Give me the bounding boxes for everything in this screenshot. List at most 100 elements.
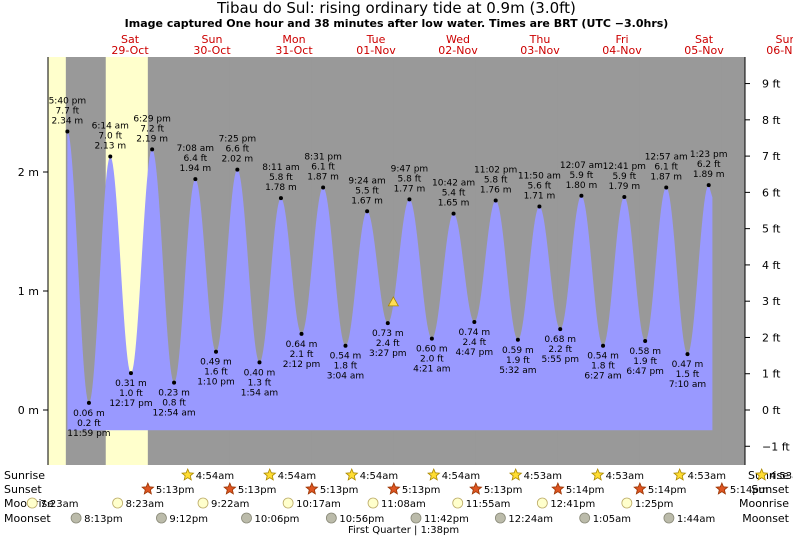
sunset-icon <box>633 481 647 495</box>
moonset-time: 1:44am <box>677 514 715 525</box>
moonrise-time: 11:55am <box>466 499 511 510</box>
sunrise-icon <box>508 467 523 481</box>
tide-time-label: 12:17 pm <box>109 399 152 409</box>
tide-curve <box>67 131 713 431</box>
tide-m-label: 0.23 m <box>158 389 190 399</box>
tide-point <box>429 336 434 341</box>
y-tick-label-ft: 8 ft <box>762 114 781 127</box>
tide-m-label: 1.71 m <box>524 192 556 202</box>
tide-ft-label: 6.1 ft <box>311 162 335 172</box>
tide-time-label: 12:57 am <box>645 152 688 162</box>
day-labels: Sat29-OctSun30-OctMon31-OctTue01-NovWed0… <box>111 33 793 57</box>
tide-point <box>579 193 584 198</box>
tide-ft-label: 5.8 ft <box>398 174 422 184</box>
tide-time-label: 7:08 am <box>177 144 214 154</box>
tide-m-label: 1.67 m <box>351 196 383 206</box>
moonrise-time: 1:25pm <box>635 499 674 510</box>
sunrise-icon <box>181 467 195 481</box>
sunrise-time: 4:54am <box>196 471 234 482</box>
tide-ft-label: 6.6 ft <box>225 145 249 155</box>
tide-time-label: 10:42 am <box>432 179 475 189</box>
tide-time-label: 6:27 am <box>584 372 621 382</box>
sunrise-icon <box>427 467 441 481</box>
tide-time-label: 4:47 pm <box>456 348 494 358</box>
day-of-week: Sun <box>202 33 223 46</box>
tide-m-label: 1.87 m <box>650 172 682 182</box>
sunrise-time: 4:53am <box>606 471 644 482</box>
tide-ft-label: 1.3 ft <box>248 378 272 388</box>
tide-m-label: 2.34 m <box>52 117 84 127</box>
axes: 0 m 1 m 2 m −1 ft 0 ft 1 ft 2 ft 3 ft 4 ft 5 ft 6 … <box>18 57 790 465</box>
tide-ft-label: 2.4 ft <box>462 338 486 348</box>
tide-time-label: 5:55 pm <box>541 355 579 365</box>
tide-m-label: 1.76 m <box>480 186 512 196</box>
tide-ft-label: 1.9 ft <box>633 357 657 367</box>
moonrise-icon <box>367 497 379 509</box>
moonset-icon <box>325 512 337 524</box>
sunrise-icon <box>754 467 769 481</box>
sunset-time: 5:13pm <box>320 485 359 496</box>
sunrise-row-label-left: Sunrise <box>4 469 45 482</box>
sunset-time: 5:14pm <box>648 485 687 496</box>
tide-time-label: 2:12 pm <box>283 360 321 370</box>
sunset-time: 5:13pm <box>156 485 195 496</box>
moonset-time: 9:12pm <box>169 514 208 525</box>
moonrise-time: 12:41pm <box>550 499 595 510</box>
tide-ft-label: 5.4 ft <box>442 189 466 199</box>
day-of-week: Tue <box>366 33 386 46</box>
tide-time-label: 12:54 am <box>153 409 196 419</box>
y-tick-label-ft: −1 ft <box>762 440 790 453</box>
tide-m-label: 0.68 m <box>544 335 576 345</box>
y-tick-label-ft: 3 ft <box>762 295 781 308</box>
tide-ft-label: 1.9 ft <box>506 356 530 366</box>
moon-phase-label: First Quarter | 1:38pm <box>348 525 459 536</box>
tide-time-label: 1:23 pm <box>690 150 728 160</box>
tide-point <box>172 380 177 385</box>
day-of-week: Mon <box>282 33 305 46</box>
moonrise-row-label-right: Moonrise <box>739 497 789 510</box>
current-tide-marker <box>387 296 400 307</box>
tide-point <box>493 198 498 203</box>
tide-point <box>108 154 113 159</box>
day-of-week: Sat <box>695 33 714 46</box>
sunset-row-label-right: Sunset <box>751 483 789 496</box>
tide-m-label: 2.13 m <box>94 142 126 152</box>
tide-point <box>515 337 520 342</box>
tide-time-label: 7:10 am <box>669 380 706 390</box>
moonrise-icon <box>282 497 294 509</box>
tide-ft-label: 0.8 ft <box>162 399 186 409</box>
tide-m-label: 1.80 m <box>566 181 598 191</box>
tide-time-label: 9:24 am <box>348 176 385 186</box>
moonrise-time: 9:22am <box>211 499 249 510</box>
tide-ft-label: 1.6 ft <box>204 368 228 378</box>
y-tick-label-ft: 9 ft <box>762 78 781 91</box>
tide-point <box>343 343 348 348</box>
tide-m-label: 0.54 m <box>587 352 619 362</box>
tide-point <box>622 194 627 199</box>
tide-m-label: 1.89 m <box>693 170 725 180</box>
night-band <box>721 57 745 465</box>
tide-m-label: 1.94 m <box>180 164 212 174</box>
tide-time-label: 12:07 am <box>560 161 603 171</box>
moonset-icon <box>156 512 167 524</box>
tide-m-label: 0.64 m <box>286 340 318 350</box>
moonset-time: 11:42pm <box>424 514 469 525</box>
moonset-icon <box>241 512 252 524</box>
moonrise-icon <box>452 497 464 509</box>
tide-area <box>67 131 713 431</box>
tide-point <box>193 177 198 182</box>
sunrise-icon <box>672 467 687 481</box>
tide-ft-label: 5.8 ft <box>269 173 293 183</box>
day-date: 31-Oct <box>275 44 313 57</box>
tide-m-label: 0.47 m <box>672 360 704 370</box>
tide-time-label: 4:21 am <box>413 365 450 375</box>
tide-ft-label: 6.2 ft <box>697 160 721 170</box>
moonrise-icon <box>112 497 124 509</box>
tide-time-label: 11:59 pm <box>67 429 110 439</box>
sunset-row-label-left: Sunset <box>4 483 42 496</box>
day-date: 29-Oct <box>111 44 149 57</box>
tide-point <box>128 371 133 376</box>
tide-m-label: 2.19 m <box>136 134 168 144</box>
day-of-week: Wed <box>446 33 470 46</box>
tide-ft-label: 1.0 ft <box>119 389 143 399</box>
